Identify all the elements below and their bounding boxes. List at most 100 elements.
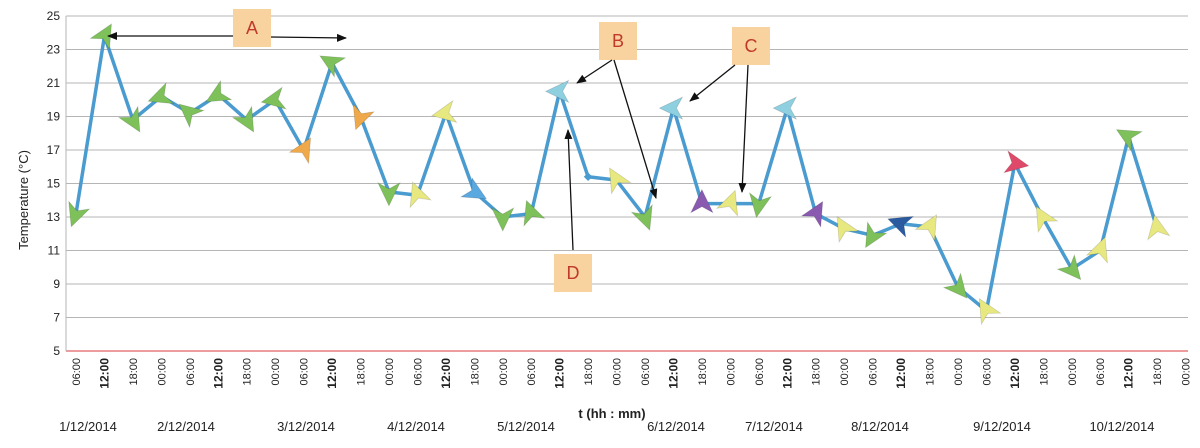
data-point-marker: [715, 189, 739, 218]
x-tick-label: 18:00: [356, 358, 368, 386]
annotation-arrow: [613, 59, 658, 199]
x-tick-label: 06:00: [412, 358, 424, 386]
data-point-marker: [431, 99, 458, 124]
data-point-marker: [1115, 129, 1144, 152]
x-tick-label: 00:00: [384, 358, 396, 386]
y-axis-label: Temperature (°C): [16, 150, 31, 250]
data-point-marker: [978, 297, 1002, 326]
x-tick-label: 12:00: [1008, 358, 1022, 389]
data-point-marker: [1035, 205, 1059, 234]
data-point-marker: [459, 176, 488, 200]
annotation-arrow: [738, 64, 749, 193]
data-point-marker: [288, 137, 312, 165]
x-tick-label: 18:00: [811, 358, 823, 386]
x-tick-label: 12:00: [211, 358, 225, 389]
annotation-label: C: [745, 36, 758, 56]
markers-group: [68, 23, 1171, 326]
data-point-marker: [544, 79, 570, 104]
date-label: 9/12/2014: [973, 419, 1031, 434]
annotation-label: B: [612, 31, 624, 51]
x-tick-label: 18:00: [128, 358, 140, 386]
x-tick-label: 00:00: [725, 358, 737, 386]
data-point-marker: [1147, 214, 1171, 241]
data-point-marker: [914, 214, 937, 242]
date-label: 2/12/2014: [157, 419, 215, 434]
date-label: 1/12/2014: [59, 419, 117, 434]
x-tick-label: 12:00: [553, 358, 567, 389]
data-point-marker: [836, 215, 860, 244]
x-tick-label: 06:00: [185, 358, 197, 386]
annotation-arrow: [564, 129, 574, 251]
data-point-marker: [942, 272, 968, 299]
data-point-marker: [117, 105, 141, 133]
annotation-box: [233, 9, 271, 47]
date-label: 3/12/2014: [277, 419, 335, 434]
x-tick-label: 06:00: [71, 358, 83, 386]
data-point-marker: [865, 220, 888, 249]
y-tick-label: 21: [47, 76, 61, 90]
data-point-marker: [147, 81, 175, 105]
data-point-marker: [231, 105, 255, 133]
data-point-marker: [178, 103, 206, 129]
x-tick-label: 18:00: [469, 358, 481, 386]
x-tick-label: 06:00: [640, 358, 652, 386]
x-tick-label: 00:00: [1181, 358, 1193, 386]
x-tick-label: 18:00: [1038, 358, 1050, 386]
y-tick-label: 23: [47, 43, 61, 57]
y-tick-labels: 5 7 9 11 13 15 17 19 21 23 25: [47, 9, 61, 358]
x-tick-label: 12:00: [780, 358, 794, 389]
x-tick-label: 06:00: [868, 358, 880, 386]
data-point-marker: [583, 172, 593, 182]
x-tick-label: 06:00: [981, 358, 993, 386]
data-point-marker: [658, 96, 684, 121]
data-point-marker: [490, 207, 515, 232]
x-tick-label: 18:00: [925, 358, 937, 386]
x-tick-label: 18:00: [697, 358, 709, 386]
annotation-label: D: [567, 263, 580, 283]
annotation-box: [732, 27, 770, 65]
x-tick-label: 00:00: [612, 358, 624, 386]
y-tick-label: 7: [53, 311, 60, 325]
x-tick-label: 00:00: [953, 358, 965, 386]
x-tick-label: 18:00: [1152, 358, 1164, 386]
data-point-marker: [772, 96, 798, 121]
data-point-marker: [1085, 236, 1108, 264]
x-tick-label: 18:00: [242, 358, 254, 386]
date-label: 4/12/2014: [387, 419, 445, 434]
data-point-marker: [630, 203, 653, 232]
data-point-marker: [352, 103, 376, 131]
data-point-marker: [800, 200, 824, 229]
x-tick-label: 00:00: [270, 358, 282, 386]
annotation-arrow: [270, 33, 347, 42]
data-point-marker: [609, 167, 632, 195]
data-point-marker: [887, 215, 915, 239]
annotation-arrow: [576, 59, 613, 84]
y-tick-label: 25: [47, 9, 61, 23]
y-tick-label: 5: [53, 344, 60, 358]
data-point-marker: [377, 181, 401, 207]
x-tick-label: 00:00: [839, 358, 851, 386]
y-tick-label: 9: [53, 277, 60, 291]
x-tick-label: 12:00: [325, 358, 339, 389]
date-label: 10/12/2014: [1089, 419, 1154, 434]
data-point-marker: [748, 191, 773, 219]
annotations-group: A B C D: [107, 9, 770, 292]
x-tick-label: 06:00: [1095, 358, 1107, 386]
x-tick-label: 18:00: [583, 358, 595, 386]
date-label: 8/12/2014: [851, 419, 909, 434]
annotation-label: A: [246, 18, 258, 38]
x-tick-label: 12:00: [666, 358, 680, 389]
data-point-marker: [260, 86, 288, 110]
date-label: 7/12/2014: [745, 419, 803, 434]
annotation-box: [599, 22, 637, 60]
y-tick-label: 13: [47, 210, 61, 224]
date-label: 6/12/2014: [647, 419, 705, 434]
y-tick-label: 11: [48, 244, 61, 258]
gridlines: [65, 15, 1188, 352]
x-axis-label: t (hh : mm): [578, 406, 645, 421]
data-point-marker: [319, 55, 347, 79]
x-tick-label: 12:00: [894, 358, 908, 389]
x-tick-label: 06:00: [299, 358, 311, 386]
x-tick-label: 00:00: [1067, 358, 1079, 386]
